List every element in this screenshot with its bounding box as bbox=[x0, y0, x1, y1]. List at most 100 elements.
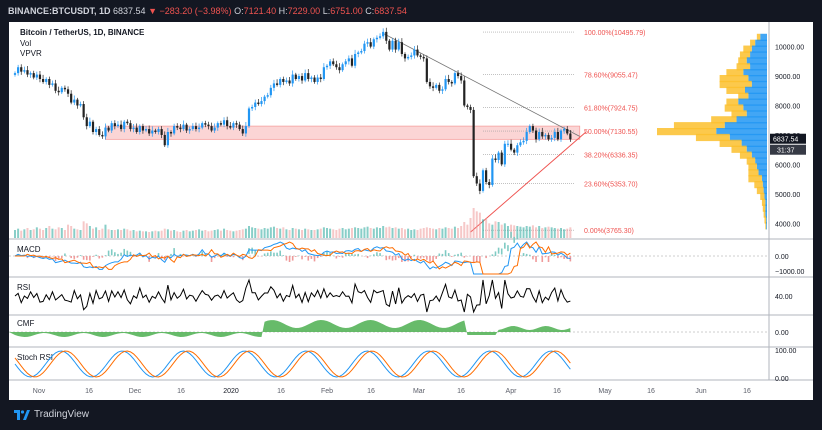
candle-body bbox=[413, 49, 416, 56]
vpvr-down-bar bbox=[731, 110, 747, 118]
candle-body bbox=[506, 143, 510, 145]
macd-histogram-bar bbox=[376, 252, 378, 256]
macd-histogram-bar bbox=[319, 256, 322, 257]
chart-frame[interactable]: 100.00%(10495.79) 78.60%(9055.47) 61.80%(7… bbox=[9, 22, 813, 400]
macd-histogram-bar bbox=[326, 251, 328, 256]
stoch-title: Stoch RSI bbox=[17, 353, 53, 362]
candle-body bbox=[360, 51, 363, 53]
volume-bar bbox=[29, 230, 32, 238]
candle-body bbox=[173, 126, 176, 134]
vpvr-up-bar bbox=[750, 63, 767, 71]
time-tick-label: Dec bbox=[129, 388, 142, 395]
volume-bar bbox=[194, 230, 197, 238]
time-tick-label: 16 bbox=[177, 388, 185, 395]
candle-body bbox=[275, 83, 279, 85]
volume-bar bbox=[404, 229, 406, 238]
volume-bar bbox=[397, 228, 400, 238]
volume-bar bbox=[294, 228, 297, 238]
candle-body bbox=[263, 96, 266, 102]
time-tick-label: Mar bbox=[413, 388, 426, 395]
fib-label: 78.60%(9055.47) bbox=[584, 72, 638, 79]
candle-body bbox=[107, 127, 110, 131]
vpvr-up-bar bbox=[729, 133, 767, 142]
vpvr-down-bar bbox=[756, 186, 764, 195]
volume-bar bbox=[26, 228, 29, 238]
legend-title[interactable]: Bitcoin / TetherUS, 1D, BINANCE bbox=[20, 28, 145, 37]
volume-bar bbox=[301, 230, 304, 238]
macd-histogram-bar bbox=[295, 256, 297, 257]
macd-histogram-bar bbox=[104, 255, 107, 256]
macd-histogram-bar bbox=[276, 252, 278, 256]
vpvr-up-bar bbox=[750, 51, 767, 59]
volume-bar bbox=[326, 228, 328, 238]
vpvr-down-bar bbox=[748, 163, 757, 171]
candle-body bbox=[148, 129, 151, 134]
candle-body bbox=[469, 106, 472, 110]
macd-histogram-bar bbox=[48, 256, 51, 258]
time-tick-label: 16 bbox=[85, 388, 93, 395]
stoch-d-line bbox=[14, 350, 571, 378]
vpvr-down-bar bbox=[719, 75, 749, 83]
legend-vol[interactable]: Vol bbox=[20, 39, 32, 48]
candle-body bbox=[547, 134, 550, 140]
volume-bar bbox=[251, 227, 254, 238]
candle-body bbox=[319, 77, 322, 79]
candle-body bbox=[385, 31, 388, 41]
volume-bar bbox=[54, 229, 57, 238]
volume-bar bbox=[138, 230, 141, 238]
volume-bar bbox=[350, 228, 353, 238]
macd-histogram-bar bbox=[232, 256, 235, 258]
candle-body bbox=[369, 42, 372, 47]
candle-body bbox=[151, 130, 154, 134]
volume-bar bbox=[260, 229, 263, 238]
candle-body bbox=[197, 127, 201, 130]
macd-histogram-bar bbox=[504, 242, 506, 249]
chart-canvas[interactable]: 100.00%(10495.79) 78.60%(9055.47) 61.80%(7… bbox=[9, 22, 813, 400]
macd-histogram-bar bbox=[285, 256, 288, 261]
candle-body bbox=[247, 108, 251, 127]
macd-histogram-bar bbox=[57, 256, 60, 259]
volume-bar bbox=[213, 230, 216, 238]
macd-histogram-bar bbox=[266, 252, 269, 256]
macd-histogram-bar bbox=[529, 254, 531, 256]
candle-body bbox=[407, 56, 410, 59]
stoch-tick-label: 0.00 bbox=[775, 376, 789, 383]
macd-histogram-bar bbox=[341, 256, 344, 258]
time-tick-label: Jun bbox=[695, 388, 706, 395]
volume-bar bbox=[506, 226, 509, 238]
tradingview-logo[interactable]: TradingView bbox=[14, 409, 89, 420]
cmf-tick-label: 0.00 bbox=[775, 330, 789, 337]
price-change: ▼ −283.20 (−3.98%) bbox=[148, 6, 232, 16]
volume-bar bbox=[438, 228, 441, 238]
legend-vpvr[interactable]: VPVR bbox=[20, 49, 42, 58]
candle-body bbox=[132, 127, 135, 130]
fib-label: 50.00%(7130.55) bbox=[584, 129, 638, 136]
candle-body bbox=[556, 132, 559, 140]
volume-bar bbox=[60, 228, 63, 238]
volume-bar bbox=[332, 229, 335, 238]
candle-body bbox=[269, 87, 272, 96]
support-zone bbox=[105, 125, 581, 140]
candle-body bbox=[48, 79, 51, 85]
vpvr-up-bar bbox=[716, 128, 767, 136]
volume-bar bbox=[185, 230, 188, 238]
vpvr-down-bar bbox=[736, 63, 751, 71]
volume-bar bbox=[257, 228, 260, 238]
volume-bar bbox=[266, 228, 269, 238]
symbol-label[interactable]: BINANCE:BTCUSDT, 1D bbox=[8, 6, 111, 16]
volume-bar bbox=[35, 227, 38, 238]
volume-bar bbox=[428, 228, 431, 238]
candle-body bbox=[431, 86, 435, 88]
candle-body bbox=[17, 67, 20, 74]
candle-body bbox=[531, 126, 535, 131]
last-price: 6837.54 bbox=[113, 6, 146, 16]
macd-histogram-bar bbox=[391, 256, 394, 261]
volume-bar bbox=[263, 228, 266, 238]
macd-histogram-bar bbox=[85, 256, 88, 261]
volume-bar bbox=[304, 228, 307, 238]
volume-bar bbox=[198, 229, 201, 238]
volume-bar bbox=[79, 230, 82, 238]
macd-histogram-bar bbox=[491, 254, 494, 256]
volume-bar bbox=[14, 230, 16, 238]
volume-bar bbox=[101, 228, 104, 238]
